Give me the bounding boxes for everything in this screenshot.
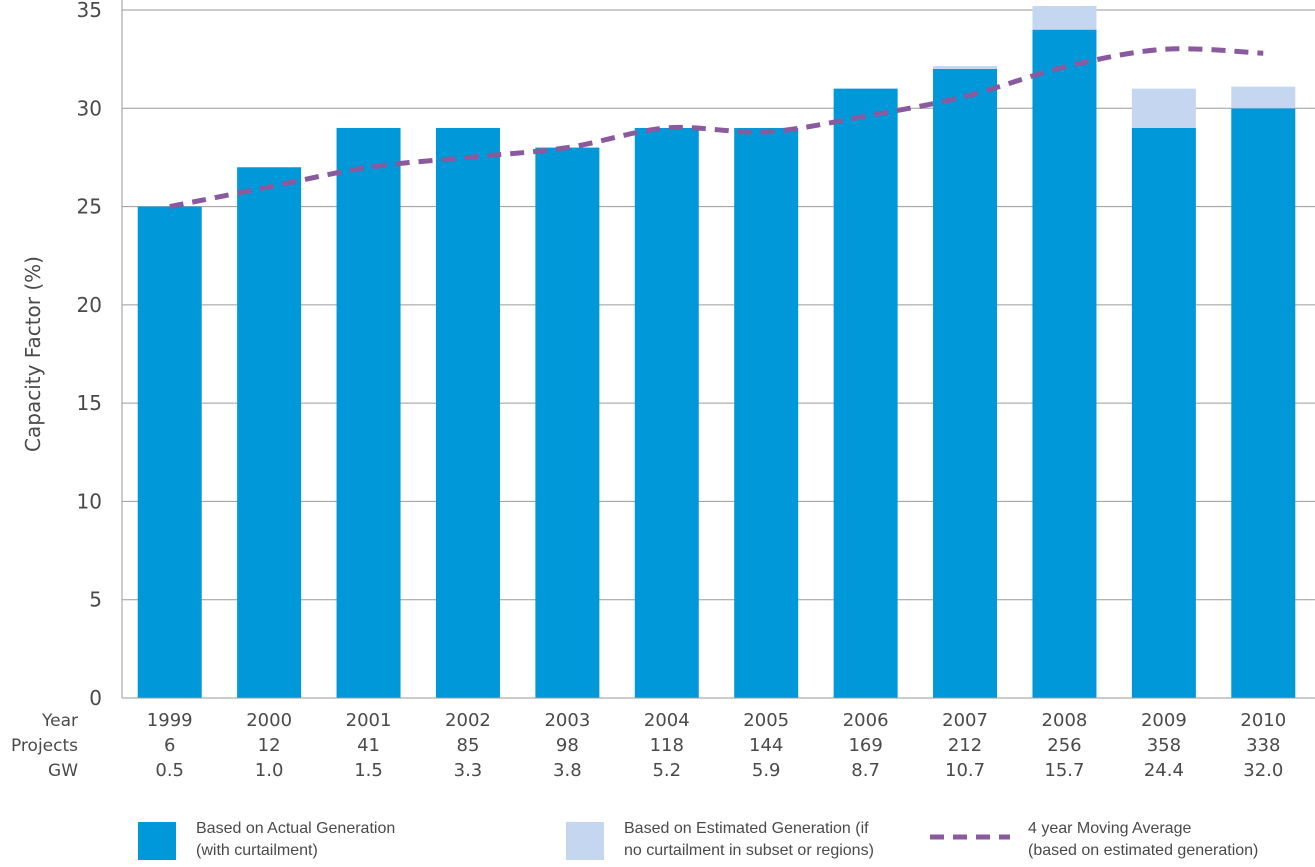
cell-year-10: 2009 — [1141, 710, 1187, 731]
cell-gw-6: 5.9 — [752, 760, 781, 781]
cell-year-4: 2003 — [544, 710, 590, 731]
cell-projects-0: 6 — [164, 735, 175, 756]
row-label-projects: Projects — [11, 736, 78, 756]
bar-actual-2005 — [734, 127, 799, 698]
cell-gw-10: 24.4 — [1144, 760, 1184, 781]
cell-projects-2: 41 — [357, 735, 380, 756]
y-tick-35: 35 — [77, 0, 102, 22]
cell-projects-9: 256 — [1047, 735, 1081, 756]
y-tick-5: 5 — [89, 588, 102, 612]
cell-year-3: 2002 — [445, 710, 491, 731]
cell-gw-1: 1.0 — [255, 760, 284, 781]
legend-label-estimated: Based on Estimated Generation (if no cur… — [624, 818, 874, 862]
legend-swatch-moving-average — [930, 834, 1010, 840]
moving-average-line — [169, 46, 1264, 210]
legend-line: (with curtailment) — [196, 842, 318, 859]
legend-item-actual: Based on Actual Generation (with curtail… — [138, 818, 468, 864]
cell-year-2: 2001 — [346, 710, 392, 731]
cell-year-11: 2010 — [1240, 710, 1286, 731]
legend-item-moving-average: 4 year Moving Average (based on estimate… — [930, 818, 1300, 864]
cell-projects-4: 98 — [556, 735, 579, 756]
cell-gw-8: 10.7 — [945, 760, 985, 781]
bar-actual-2003 — [535, 147, 600, 699]
bar-actual-2007 — [933, 68, 998, 698]
cell-gw-2: 1.5 — [354, 760, 383, 781]
legend-item-estimated: Based on Estimated Generation (if no cur… — [566, 818, 906, 864]
bar-estimated-2007 — [933, 66, 998, 69]
legend-label-actual: Based on Actual Generation (with curtail… — [196, 818, 395, 862]
bar-estimated-2010 — [1231, 86, 1296, 109]
bar-actual-2000 — [237, 167, 302, 698]
row-label-gw: GW — [48, 761, 78, 781]
y-tick-10: 10 — [77, 489, 102, 513]
cell-projects-6: 144 — [749, 735, 783, 756]
cell-year-0: 1999 — [147, 710, 193, 731]
gridlines — [122, 9, 1315, 601]
cell-gw-0: 0.5 — [155, 760, 184, 781]
bar-actual-2006 — [833, 88, 898, 699]
moving-average-path — [169, 46, 1264, 210]
bar-actual-2010 — [1231, 108, 1296, 699]
cell-gw-4: 3.8 — [553, 760, 582, 781]
y-tick-15: 15 — [77, 391, 102, 415]
cell-projects-3: 85 — [457, 735, 480, 756]
bar-actual-2008 — [1032, 29, 1097, 698]
bar-estimated-2009 — [1131, 88, 1196, 128]
cell-year-8: 2007 — [942, 710, 988, 731]
cell-projects-1: 12 — [258, 735, 281, 756]
cell-projects-5: 118 — [650, 735, 684, 756]
cell-gw-9: 15.7 — [1044, 760, 1084, 781]
cell-year-9: 2008 — [1042, 710, 1088, 731]
cell-gw-11: 32.0 — [1243, 760, 1283, 781]
bars — [137, 6, 1296, 699]
bar-actual-2009 — [1131, 127, 1196, 698]
cell-projects-10: 358 — [1147, 735, 1181, 756]
bar-actual-1999 — [137, 206, 202, 699]
bar-actual-2004 — [634, 127, 699, 698]
capacity-factor-chart: 0 5 10 15 20 25 30 35 Capacity Factor (%) Year 1… — [11, 0, 1315, 781]
row-label-year: Year — [41, 711, 78, 731]
cell-year-7: 2006 — [843, 710, 889, 731]
legend-swatch-actual — [138, 822, 176, 860]
cell-gw-7: 8.7 — [851, 760, 880, 781]
bar-estimated-2008 — [1032, 6, 1097, 30]
bar-actual-2001 — [336, 127, 401, 698]
cell-year-1: 2000 — [246, 710, 292, 731]
legend-line: (based on estimated generation) — [1028, 842, 1259, 859]
cell-year-5: 2004 — [644, 710, 690, 731]
y-tick-30: 30 — [77, 96, 102, 120]
cell-gw-5: 5.2 — [652, 760, 681, 781]
legend-line: no curtailment in subset or regions) — [624, 842, 874, 859]
y-tick-25: 25 — [77, 195, 102, 219]
cell-projects-8: 212 — [948, 735, 982, 756]
legend-line: Based on Actual Generation — [196, 820, 396, 837]
y-tick-0: 0 — [89, 686, 102, 710]
y-axis-label: Capacity Factor (%) — [21, 256, 45, 452]
category-table: Year 1999 2000 2001 2002 2003 2004 2005 2006 2007… — [11, 710, 1286, 781]
legend-swatch-estimated — [566, 822, 604, 860]
cell-gw-3: 3.3 — [454, 760, 483, 781]
legend-line: 4 year Moving Average — [1028, 820, 1192, 837]
axes — [121, 0, 1315, 699]
y-tick-labels: 0 5 10 15 20 25 30 35 — [77, 0, 102, 710]
cell-projects-7: 169 — [848, 735, 882, 756]
legend-line: Based on Estimated Generation (if — [624, 820, 869, 837]
legend-label-moving-average: 4 year Moving Average (based on estimate… — [1028, 818, 1258, 862]
bar-actual-2002 — [435, 127, 500, 698]
cell-projects-11: 338 — [1246, 735, 1280, 756]
y-tick-20: 20 — [77, 293, 102, 317]
cell-year-6: 2005 — [743, 710, 789, 731]
